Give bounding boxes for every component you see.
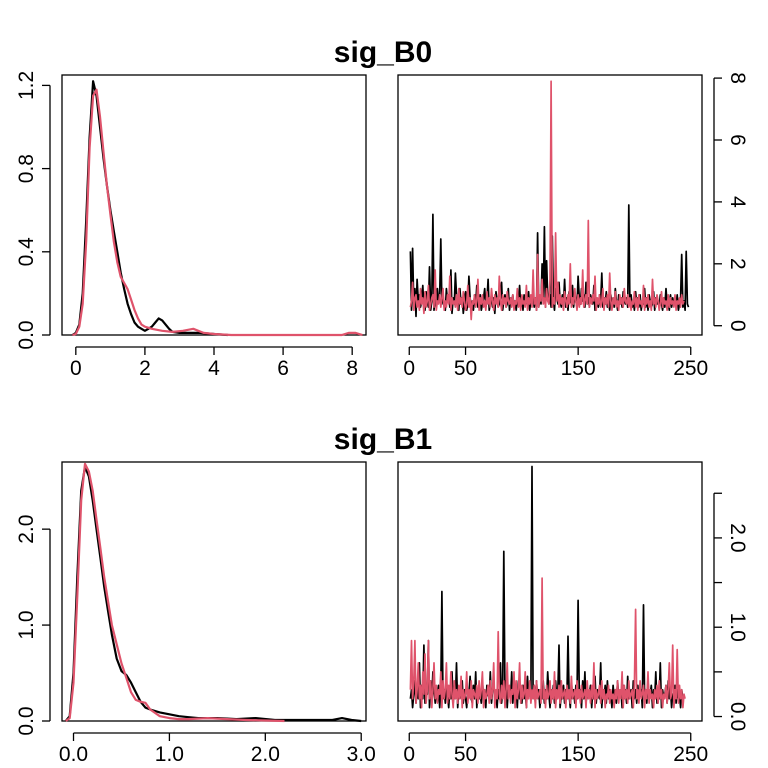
sig-b1-density-y-tick-label: 1.0 xyxy=(15,610,38,639)
sig-b1-trace-x-axis: 0 50 150 250 xyxy=(403,732,708,766)
sig-b1-trace-x-tick-label: 250 xyxy=(673,743,708,766)
sig-b1-trace-x-tick-label: 0 xyxy=(403,743,415,766)
sig-b1-trace-x-tick-label: 50 xyxy=(454,743,477,766)
sig-b1-trace-y-tick-label: 1.0 xyxy=(726,613,749,642)
sig-b0-trace-y-tick-label: 0 xyxy=(726,320,749,332)
sig-b0-density-y-tick-label: 0.8 xyxy=(15,154,38,183)
sig-b0-density-y-tick-label: 0.0 xyxy=(15,320,38,349)
sig-b1-trace-series-chain-2 xyxy=(409,577,686,709)
sig-b1-density-panel: 0.0 1.0 2.0 3.0 0.0 1.0 2.0 xyxy=(15,461,376,766)
sig-b0-trace-panel: 0 50 150 250 0 2 4 6 8 xyxy=(397,72,749,380)
sig-b0-trace-x-tick-label: 50 xyxy=(454,357,477,380)
sig-b0-density-x-tick-label: 4 xyxy=(208,357,220,380)
sig-b1-density-y-axis: 0.0 1.0 2.0 xyxy=(15,515,51,736)
sig-b0-trace-y-tick-label: 2 xyxy=(726,258,749,270)
sig-b0-density-x-tick-label: 2 xyxy=(139,357,151,380)
sig-b0-density-x-tick-label: 6 xyxy=(277,357,289,380)
sig-b0-trace-y-tick-label: 6 xyxy=(726,134,749,146)
sig-b1-trace-frame xyxy=(397,461,703,722)
sig-b0-density-y-tick-label: 0.4 xyxy=(15,237,38,267)
sig-b1-trace-x-tick-label: 150 xyxy=(561,743,596,766)
sig-b1-density-series-chain-1 xyxy=(64,465,362,723)
sig-b0-density-x-axis: 0 2 4 6 8 xyxy=(70,346,358,380)
sig-b0-trace-frame xyxy=(397,74,703,336)
sig-b0-density-panel: 0 2 4 6 8 0.0 0.4 0.8 1.2 xyxy=(15,71,367,380)
sig-b0-trace-x-axis: 0 50 150 250 xyxy=(403,346,708,380)
sig-b0-trace-y-axis: 0 2 4 6 8 xyxy=(713,72,749,332)
sig-b0-trace-x-tick-label: 0 xyxy=(403,357,415,380)
sig-b0-density-x-tick-label: 0 xyxy=(70,357,82,380)
sig-b0-trace-x-tick-label: 250 xyxy=(673,357,708,380)
sig-b0-row: sig_B0 0 2 4 6 8 0.0 0.4 0.8 1.2 0 50 150 250 0 2 4 6 8 xyxy=(15,36,749,380)
sig-b0-density-series-chain-2 xyxy=(72,88,363,337)
sig-b0-trace-series-chain-2 xyxy=(409,80,685,321)
sig-b1-density-x-tick-label: 2.0 xyxy=(251,743,280,766)
sig-b1-density-x-tick-label: 3.0 xyxy=(347,743,376,766)
sig-b1-trace-y-tick-label: 2.0 xyxy=(726,523,749,552)
sig-b1-density-x-tick-label: 0.0 xyxy=(59,743,88,766)
sig-b0-trace-x-tick-label: 150 xyxy=(561,357,596,380)
sig-b1-density-series-chain-2 xyxy=(65,462,285,723)
sig-b1-density-y-tick-label: 0.0 xyxy=(15,706,38,735)
sig-b1-density-y-tick-label: 2.0 xyxy=(15,515,38,544)
sig-b0-density-y-tick-label: 1.2 xyxy=(15,71,38,100)
sig-b1-trace-y-axis: 0.0 1.0 2.0 xyxy=(713,492,749,731)
sig-b1-density-frame xyxy=(61,461,367,722)
sig-b0-trace-y-tick-label: 8 xyxy=(726,72,749,84)
sig-b1-trace-y-tick-label: 0.0 xyxy=(726,702,749,731)
sig-b1-title: sig_B1 xyxy=(334,423,432,456)
sig-b1-density-x-tick-label: 1.0 xyxy=(155,743,184,766)
sig-b1-row: sig_B1 0.0 1.0 2.0 3.00.01.02.0 0 50 150 2500.… xyxy=(15,423,749,766)
sig-b0-trace-y-tick-label: 4 xyxy=(726,196,749,208)
sig-b0-density-frame xyxy=(61,74,367,336)
sig-b1-trace-panel: 0 50 150 250 0.0 1.0 2.0 xyxy=(397,461,749,766)
sig-b0-title: sig_B0 xyxy=(334,36,432,69)
sig-b1-density-x-axis: 0.0 1.0 2.0 3.0 xyxy=(59,732,376,766)
sig-b0-density-series-chain-1 xyxy=(71,80,228,337)
sig-b0-density-x-tick-label: 8 xyxy=(346,357,358,380)
sig-b0-density-y-axis: 0.0 0.4 0.8 1.2 xyxy=(15,71,51,350)
